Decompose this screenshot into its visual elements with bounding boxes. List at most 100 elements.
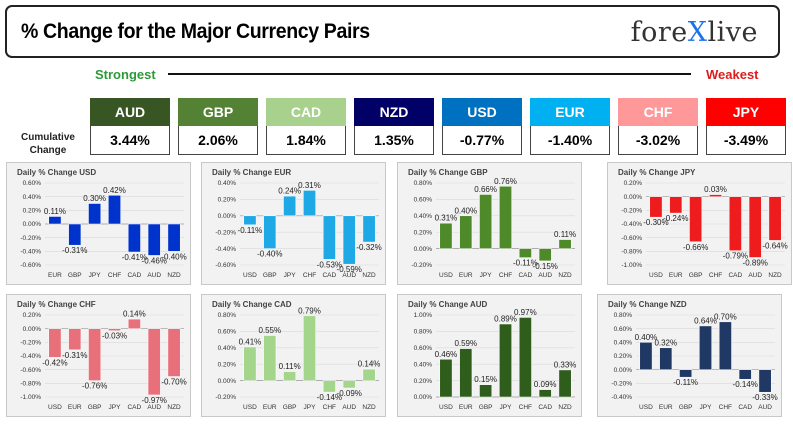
y-tick-label: 0.40% bbox=[23, 194, 42, 201]
data-label: 0.64% bbox=[694, 316, 717, 325]
data-label: 0.11% bbox=[554, 230, 576, 239]
y-tick-label: -0.20% bbox=[621, 208, 642, 215]
x-tick-label: NZD bbox=[558, 272, 572, 279]
x-tick-label: GBP bbox=[263, 272, 277, 279]
x-tick-label: USD bbox=[649, 272, 663, 279]
y-tick-label: 0.00% bbox=[23, 221, 42, 228]
bar-chf bbox=[718, 321, 732, 370]
data-label: -0.32% bbox=[356, 243, 381, 252]
y-tick-label: -0.20% bbox=[411, 262, 432, 269]
y-tick-label: 0.40% bbox=[218, 180, 237, 187]
x-tick-label: AUD bbox=[147, 272, 161, 279]
y-tick-label: 0.80% bbox=[218, 312, 237, 319]
bar-cad bbox=[738, 369, 752, 380]
x-tick-label: EUR bbox=[459, 272, 473, 279]
y-tick-label: 0.60% bbox=[614, 326, 633, 333]
currency-name: CHF bbox=[618, 98, 698, 126]
bar-gbp bbox=[263, 215, 277, 249]
data-label: 0.32% bbox=[654, 338, 677, 347]
y-tick-label: 0.00% bbox=[218, 378, 237, 385]
ranking-line bbox=[168, 73, 691, 75]
data-label: 0.14% bbox=[123, 310, 146, 319]
x-tick-label: CHF bbox=[108, 272, 121, 279]
bar-chf bbox=[303, 190, 316, 217]
chart-title: Daily % Change CAD bbox=[212, 300, 292, 309]
cumulative-value: -0.77% bbox=[442, 126, 522, 155]
data-label: 0.30% bbox=[83, 194, 106, 203]
bar-usd bbox=[48, 328, 62, 358]
bar-gbp bbox=[679, 369, 693, 378]
data-label: -0.42% bbox=[42, 358, 67, 367]
y-tick-label: -0.20% bbox=[215, 229, 236, 236]
data-label: 0.24% bbox=[278, 187, 301, 196]
bar-chart: 0.80%0.60%0.40%0.20%0.00%-0.20%-0.40%0.4… bbox=[611, 312, 777, 411]
y-tick-label: 0.20% bbox=[23, 312, 42, 319]
bar-nzd bbox=[167, 328, 181, 377]
bar-jpy bbox=[108, 328, 121, 331]
data-label: 0.89% bbox=[494, 315, 517, 324]
x-tick-label: GBP bbox=[679, 404, 693, 411]
x-tick-label: CAD bbox=[127, 272, 141, 279]
y-tick-label: 0.20% bbox=[23, 208, 42, 215]
logo-left: fore bbox=[630, 17, 688, 48]
data-label: 0.31% bbox=[435, 214, 458, 223]
data-label: 0.15% bbox=[474, 375, 497, 384]
bar-chart: 0.40% 0.20% 0.00% -0.20% -0.40% -0.60% -0.11% U… bbox=[215, 180, 381, 279]
data-label: -0.79% bbox=[723, 252, 748, 261]
data-label: 0.70% bbox=[714, 312, 737, 321]
bar-jpy bbox=[283, 195, 297, 217]
cumulative-value: -3.02% bbox=[618, 126, 698, 155]
data-label: 0.40% bbox=[454, 206, 477, 215]
x-tick-label: AUD bbox=[342, 272, 356, 279]
data-label: -0.24% bbox=[663, 214, 688, 223]
x-tick-label: NZD bbox=[167, 404, 181, 411]
currency-name: JPY bbox=[706, 98, 786, 126]
data-label: 0.55% bbox=[258, 326, 281, 335]
x-tick-label: JPY bbox=[500, 404, 513, 411]
bar-usd bbox=[243, 215, 257, 226]
x-tick-label: EUR bbox=[659, 404, 673, 411]
data-label: -0.89% bbox=[743, 258, 768, 267]
y-tick-label: 1.00% bbox=[414, 312, 433, 319]
bar-aud bbox=[538, 248, 552, 262]
y-tick-label: -0.20% bbox=[20, 235, 41, 242]
y-tick-label: -0.60% bbox=[20, 367, 41, 374]
strongest-label: Strongest bbox=[95, 67, 156, 82]
x-tick-label: CHF bbox=[719, 404, 732, 411]
data-label: -0.31% bbox=[62, 351, 87, 360]
data-label: -0.11% bbox=[513, 259, 538, 268]
y-tick-label: -0.20% bbox=[20, 340, 41, 347]
bar-eur bbox=[669, 196, 683, 214]
x-tick-label: JPY bbox=[89, 272, 102, 279]
chart-title: Daily % Change AUD bbox=[408, 300, 488, 309]
currency-tile-nzd: NZD 1.35% bbox=[354, 98, 434, 155]
x-tick-label: NZD bbox=[768, 272, 782, 279]
bar-jpy bbox=[303, 315, 316, 381]
x-tick-label: CAD bbox=[538, 404, 552, 411]
y-tick-label: -0.40% bbox=[611, 394, 632, 401]
data-label: 0.41% bbox=[239, 337, 262, 346]
bar-usd bbox=[639, 342, 653, 370]
bar-aud bbox=[147, 223, 161, 256]
data-label: -0.66% bbox=[683, 243, 708, 252]
logo-right: live bbox=[707, 17, 758, 48]
y-tick-label: 0.20% bbox=[218, 197, 237, 204]
data-label: -0.33% bbox=[752, 393, 777, 402]
bar-chart: 1.00% 0.80% 0.60% 0.40% 0.20% 0.00% 0.46% USD 0.… bbox=[414, 308, 577, 411]
data-label: -0.40% bbox=[161, 252, 186, 261]
x-tick-label: CHF bbox=[519, 404, 532, 411]
bar-chart: 0.60% 0.40% 0.20% 0.00% -0.20% -0.40% -0.60% 0.… bbox=[20, 180, 186, 279]
bar-nzd bbox=[768, 196, 782, 241]
currency-name: EUR bbox=[530, 98, 610, 126]
data-label: 0.79% bbox=[298, 306, 321, 315]
data-label: 0.33% bbox=[554, 360, 577, 369]
currency-tile-aud: AUD 3.44% bbox=[90, 98, 170, 155]
cumulative-value: 3.44% bbox=[90, 126, 170, 155]
bar-chf bbox=[709, 194, 722, 197]
currency-tile-usd: USD -0.77% bbox=[442, 98, 522, 155]
bar-eur bbox=[263, 335, 277, 381]
bar-aud bbox=[342, 215, 356, 265]
y-tick-label: 0.20% bbox=[218, 361, 237, 368]
x-tick-label: USD bbox=[243, 272, 257, 279]
y-tick-label: -0.20% bbox=[215, 394, 236, 401]
